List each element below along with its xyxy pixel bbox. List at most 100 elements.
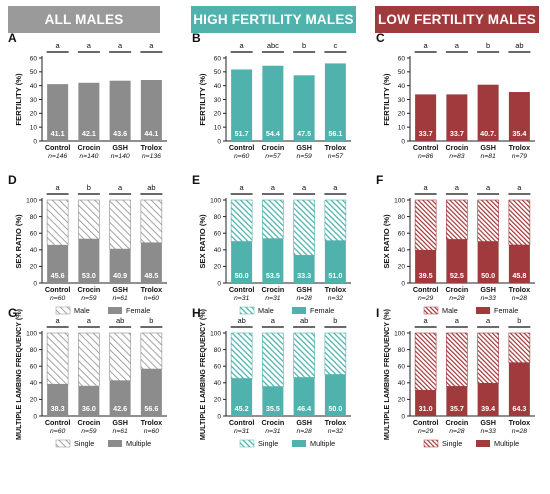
y-tick-label-H: 0 bbox=[217, 413, 221, 420]
legend-label-F: Female bbox=[494, 306, 518, 315]
bar-A bbox=[140, 79, 162, 141]
bar-hatched-segment-E bbox=[262, 199, 284, 239]
sig-letter-F: a bbox=[486, 183, 491, 192]
sig-letter-C: b bbox=[486, 41, 490, 50]
bar-value-label-A: 44.1 bbox=[144, 129, 158, 138]
legend-label-H: Multiple bbox=[310, 439, 335, 448]
y-tick-label-B: 60 bbox=[214, 55, 222, 62]
y-tick-label-I: 80 bbox=[398, 347, 406, 354]
legend-swatch-solid-F bbox=[476, 307, 490, 314]
n-label-H: n=32 bbox=[328, 428, 344, 435]
n-label-I: n=28 bbox=[449, 428, 465, 435]
bar-solid-segment-D bbox=[78, 239, 100, 283]
x-category-label-G: Crocin bbox=[77, 418, 100, 427]
bar-solid-segment-G bbox=[140, 369, 162, 416]
x-category-label-D: GSH bbox=[112, 285, 128, 294]
n-label-D: n=61 bbox=[112, 295, 128, 302]
panel-letter-I: I bbox=[376, 306, 379, 320]
bar-C bbox=[508, 92, 530, 141]
bar-hatched-segment-H bbox=[293, 332, 315, 378]
legend-swatch-hatched-G bbox=[55, 439, 71, 448]
bar-hatched-segment-I bbox=[508, 332, 531, 363]
bar-value-label-E: 51.0 bbox=[328, 271, 342, 280]
sig-letter-E: a bbox=[240, 183, 245, 192]
n-label-E: n=31 bbox=[265, 295, 281, 302]
y-tick-label-E: 80 bbox=[214, 214, 222, 221]
panel-letter-H: H bbox=[192, 306, 201, 320]
n-label-B: n=60 bbox=[234, 153, 250, 160]
bar-solid-segment-G bbox=[78, 386, 100, 416]
sig-letter-I: a bbox=[486, 316, 491, 325]
bar-solid-segment-F bbox=[446, 239, 468, 283]
x-category-label-B: Trolox bbox=[325, 143, 347, 152]
bar-solid-segment-H bbox=[262, 386, 284, 416]
bar-solid-segment-H bbox=[324, 374, 346, 416]
bar-hatched-segment-G bbox=[46, 332, 69, 385]
bar-hatched-segment-H bbox=[230, 332, 253, 379]
bar-value-label-F: 50.0 bbox=[481, 271, 495, 280]
y-tick-label-C: 40 bbox=[398, 83, 406, 90]
y-tick-label-I: 0 bbox=[401, 413, 405, 420]
n-label-H: n=28 bbox=[296, 428, 312, 435]
bar-value-label-B: 51.7 bbox=[235, 129, 249, 138]
y-tick-label-C: 50 bbox=[398, 69, 406, 76]
legend-label-E: Female bbox=[310, 306, 334, 315]
n-label-A: n=140 bbox=[111, 153, 130, 160]
sig-letter-C: ab bbox=[515, 41, 523, 50]
n-label-G: n=61 bbox=[112, 428, 128, 435]
bar-solid-segment-H bbox=[293, 377, 315, 416]
x-category-label-H: Trolox bbox=[325, 418, 347, 427]
bar-value-label-D: 40.9 bbox=[113, 271, 127, 280]
y-axis-label-H: MULTIPLE LAMBING FREQUENCY (%) bbox=[198, 308, 207, 440]
y-tick-label-E: 60 bbox=[214, 231, 222, 238]
x-category-label-F: GSH bbox=[480, 285, 496, 294]
legend-swatch-solid-H bbox=[292, 440, 306, 447]
y-tick-label-B: 50 bbox=[214, 69, 222, 76]
bar-value-label-C: 40.7. bbox=[480, 129, 496, 138]
bar-value-label-G: 36.0 bbox=[82, 404, 96, 413]
bar-hatched-segment-G bbox=[140, 332, 163, 370]
bar-value-label-G: 42.6 bbox=[113, 404, 127, 413]
bar-hatched-segment-H bbox=[324, 332, 347, 375]
y-tick-label-C: 30 bbox=[398, 97, 406, 104]
legend-label-E: Male bbox=[258, 306, 274, 315]
y-tick-label-B: 40 bbox=[214, 83, 222, 90]
bar-C bbox=[415, 94, 437, 141]
y-tick-label-E: 20 bbox=[214, 264, 222, 271]
sig-letter-F: a bbox=[424, 183, 429, 192]
bar-hatched-segment-D bbox=[46, 199, 69, 246]
x-category-label-I: GSH bbox=[480, 418, 496, 427]
sig-letter-B: c bbox=[334, 41, 338, 50]
bar-A bbox=[109, 80, 131, 141]
sig-letter-C: a bbox=[424, 41, 429, 50]
n-label-H: n=31 bbox=[265, 428, 281, 435]
sig-letter-D: b bbox=[87, 183, 91, 192]
legend-swatch-hatched-D bbox=[55, 306, 71, 315]
y-tick-label-G: 20 bbox=[30, 397, 38, 404]
bar-hatched-segment-E bbox=[324, 199, 347, 241]
y-tick-label-H: 80 bbox=[214, 347, 222, 354]
sig-letter-H: a bbox=[271, 316, 276, 325]
panel-letter-C: C bbox=[376, 31, 385, 45]
y-tick-label-E: 0 bbox=[217, 280, 221, 287]
y-tick-label-F: 80 bbox=[398, 214, 406, 221]
y-tick-label-A: 20 bbox=[30, 111, 38, 118]
banner-high-fertility-males: HIGH FERTILITY MALES bbox=[191, 6, 356, 33]
bar-value-label-F: 52.5 bbox=[450, 271, 464, 280]
n-label-C: n=81 bbox=[480, 153, 496, 160]
y-tick-label-A: 30 bbox=[30, 97, 38, 104]
n-label-A: n=136 bbox=[142, 153, 161, 160]
legend-label-H: Single bbox=[258, 439, 278, 448]
y-tick-label-D: 80 bbox=[30, 214, 38, 221]
bar-value-label-A: 42.1 bbox=[82, 129, 96, 138]
n-label-E: n=32 bbox=[328, 295, 344, 302]
n-label-F: n=28 bbox=[449, 295, 465, 302]
x-category-label-B: GSH bbox=[296, 143, 312, 152]
x-category-label-E: Crocin bbox=[261, 285, 284, 294]
y-tick-label-F: 40 bbox=[398, 247, 406, 254]
panel-letter-D: D bbox=[8, 173, 17, 187]
bar-value-label-B: 56.1 bbox=[328, 129, 342, 138]
legend-swatch-solid-D bbox=[108, 307, 122, 314]
legend-label-D: Male bbox=[74, 306, 90, 315]
y-tick-label-A: 10 bbox=[30, 124, 38, 131]
